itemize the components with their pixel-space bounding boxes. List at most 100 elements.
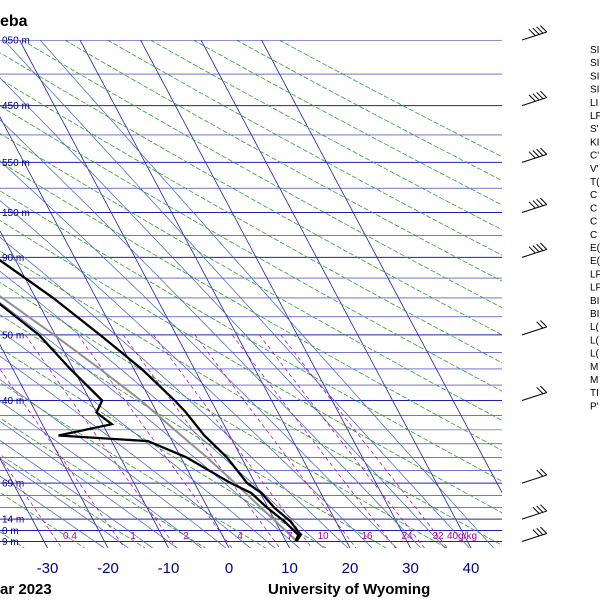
- dry-adiabat: [0, 282, 447, 548]
- dry-adiabat: [21, 40, 502, 309]
- barb-flag: [540, 320, 548, 328]
- mixing-ratio-label: 40g/kg: [447, 531, 477, 542]
- parcel-trace: [0, 295, 298, 542]
- barb-flag: [532, 27, 540, 35]
- footer-date: ar 2023: [0, 581, 52, 598]
- barb-staff: [521, 532, 547, 542]
- mixing-ratio-line: [153, 334, 313, 548]
- moist-adiabat: [0, 458, 130, 548]
- barb-flag: [528, 28, 536, 37]
- station-index-label: P': [590, 401, 599, 412]
- mixing-ratio-line: [280, 334, 448, 548]
- mixing-ratio-line: [231, 334, 396, 548]
- barb-flag: [540, 242, 548, 250]
- moist-adiabat: [0, 440, 154, 548]
- dry-adiabat: [64, 40, 502, 282]
- station-index-label: KI: [590, 137, 599, 148]
- barb-flag: [536, 386, 544, 395]
- mixing-ratio-label: 7: [287, 531, 293, 542]
- x-tick-label: 40: [463, 560, 480, 577]
- dry-adiabat: [0, 250, 502, 546]
- station-index-label: SI: [590, 45, 599, 56]
- isotherm-line: [0, 343, 109, 548]
- moist-adiabat: [0, 236, 349, 548]
- temperature-trace: [0, 258, 303, 542]
- station-index-label: BI: [590, 309, 599, 320]
- wind-barbs: [521, 25, 548, 542]
- mixing-ratio-line: [194, 334, 357, 548]
- barb-flag: [532, 200, 540, 208]
- station-index-label: E(: [590, 243, 600, 254]
- dry-adiabat: [0, 531, 25, 548]
- mixing-ratio-line: [259, 334, 425, 548]
- x-tick-label: 20: [342, 560, 359, 577]
- station-index-label: S': [590, 124, 599, 135]
- barb-flag: [536, 321, 544, 329]
- chart-title: eba: [0, 13, 28, 30]
- isotherm-line: [79, 40, 351, 548]
- moist-adiabat: [0, 301, 300, 548]
- barb-flag: [536, 527, 544, 536]
- pressure-label: 0 m: [2, 526, 19, 537]
- barb-staff: [521, 326, 547, 336]
- barb-staff: [521, 31, 547, 41]
- dry-adiabat: [236, 40, 502, 182]
- x-tick-label: -10: [158, 560, 180, 577]
- station-index-label: L(: [590, 349, 600, 360]
- barb-flag: [536, 243, 544, 251]
- barb-flag: [540, 526, 548, 534]
- barb-flag: [536, 92, 544, 100]
- dry-adiabat: [107, 40, 502, 256]
- dry-adiabat: [150, 40, 502, 231]
- barb-flag: [536, 148, 544, 156]
- dry-adiabat: [0, 314, 387, 548]
- barb-flag: [540, 25, 548, 33]
- barb-flag: [532, 245, 540, 253]
- sounding-traces: [0, 258, 303, 542]
- wind-barb: [521, 25, 548, 41]
- dewpoint-trace: [0, 302, 300, 542]
- isotherm-line: [0, 457, 48, 548]
- station-index-label: M: [590, 362, 598, 373]
- wind-barb: [521, 320, 548, 336]
- dry-adiabat: [278, 40, 502, 158]
- wind-barb: [521, 385, 548, 401]
- mixing-ratio-label: 10: [317, 531, 329, 542]
- station-index-label: LF: [590, 269, 600, 280]
- station-index-label: M: [590, 375, 598, 386]
- barb-staff: [521, 153, 547, 163]
- barb-flag: [536, 26, 544, 34]
- pressure-label: 40 m: [2, 396, 24, 407]
- mixing-ratio-label: 2: [183, 531, 189, 542]
- station-index-label: LF: [590, 283, 600, 294]
- footer-credit: University of Wyoming: [268, 581, 430, 598]
- station-index-label: C: [590, 190, 597, 201]
- dry-adiabat: [0, 492, 85, 548]
- moist-adiabat: [0, 400, 203, 548]
- station-index-label: TI: [590, 388, 599, 399]
- isotherm-line: [261, 40, 502, 494]
- mixing-ratio-label: 1: [130, 531, 136, 542]
- moist-adiabat: [0, 200, 373, 548]
- barb-staff: [521, 203, 547, 213]
- station-index-label: T(: [590, 177, 600, 188]
- station-index-label: SI: [590, 58, 599, 69]
- x-tick-label: -20: [97, 560, 119, 577]
- barb-staff: [521, 474, 547, 484]
- barb-flag: [540, 385, 548, 393]
- dry-adiabat: [0, 417, 206, 548]
- dry-adiabat: [0, 52, 502, 336]
- dry-adiabat: [0, 220, 502, 514]
- barb-flag: [528, 246, 536, 254]
- x-tick-label: 30: [402, 560, 419, 577]
- barb-flag: [528, 201, 536, 209]
- barb-flag: [540, 504, 548, 512]
- station-index-label: SI: [590, 71, 599, 82]
- station-index-label: L(: [590, 335, 600, 346]
- barb-staff: [521, 391, 547, 401]
- barb-flag: [540, 90, 548, 98]
- isotherm-line: [19, 40, 290, 548]
- mixing-ratio-label: 24: [401, 531, 413, 542]
- barb-flag: [536, 198, 544, 207]
